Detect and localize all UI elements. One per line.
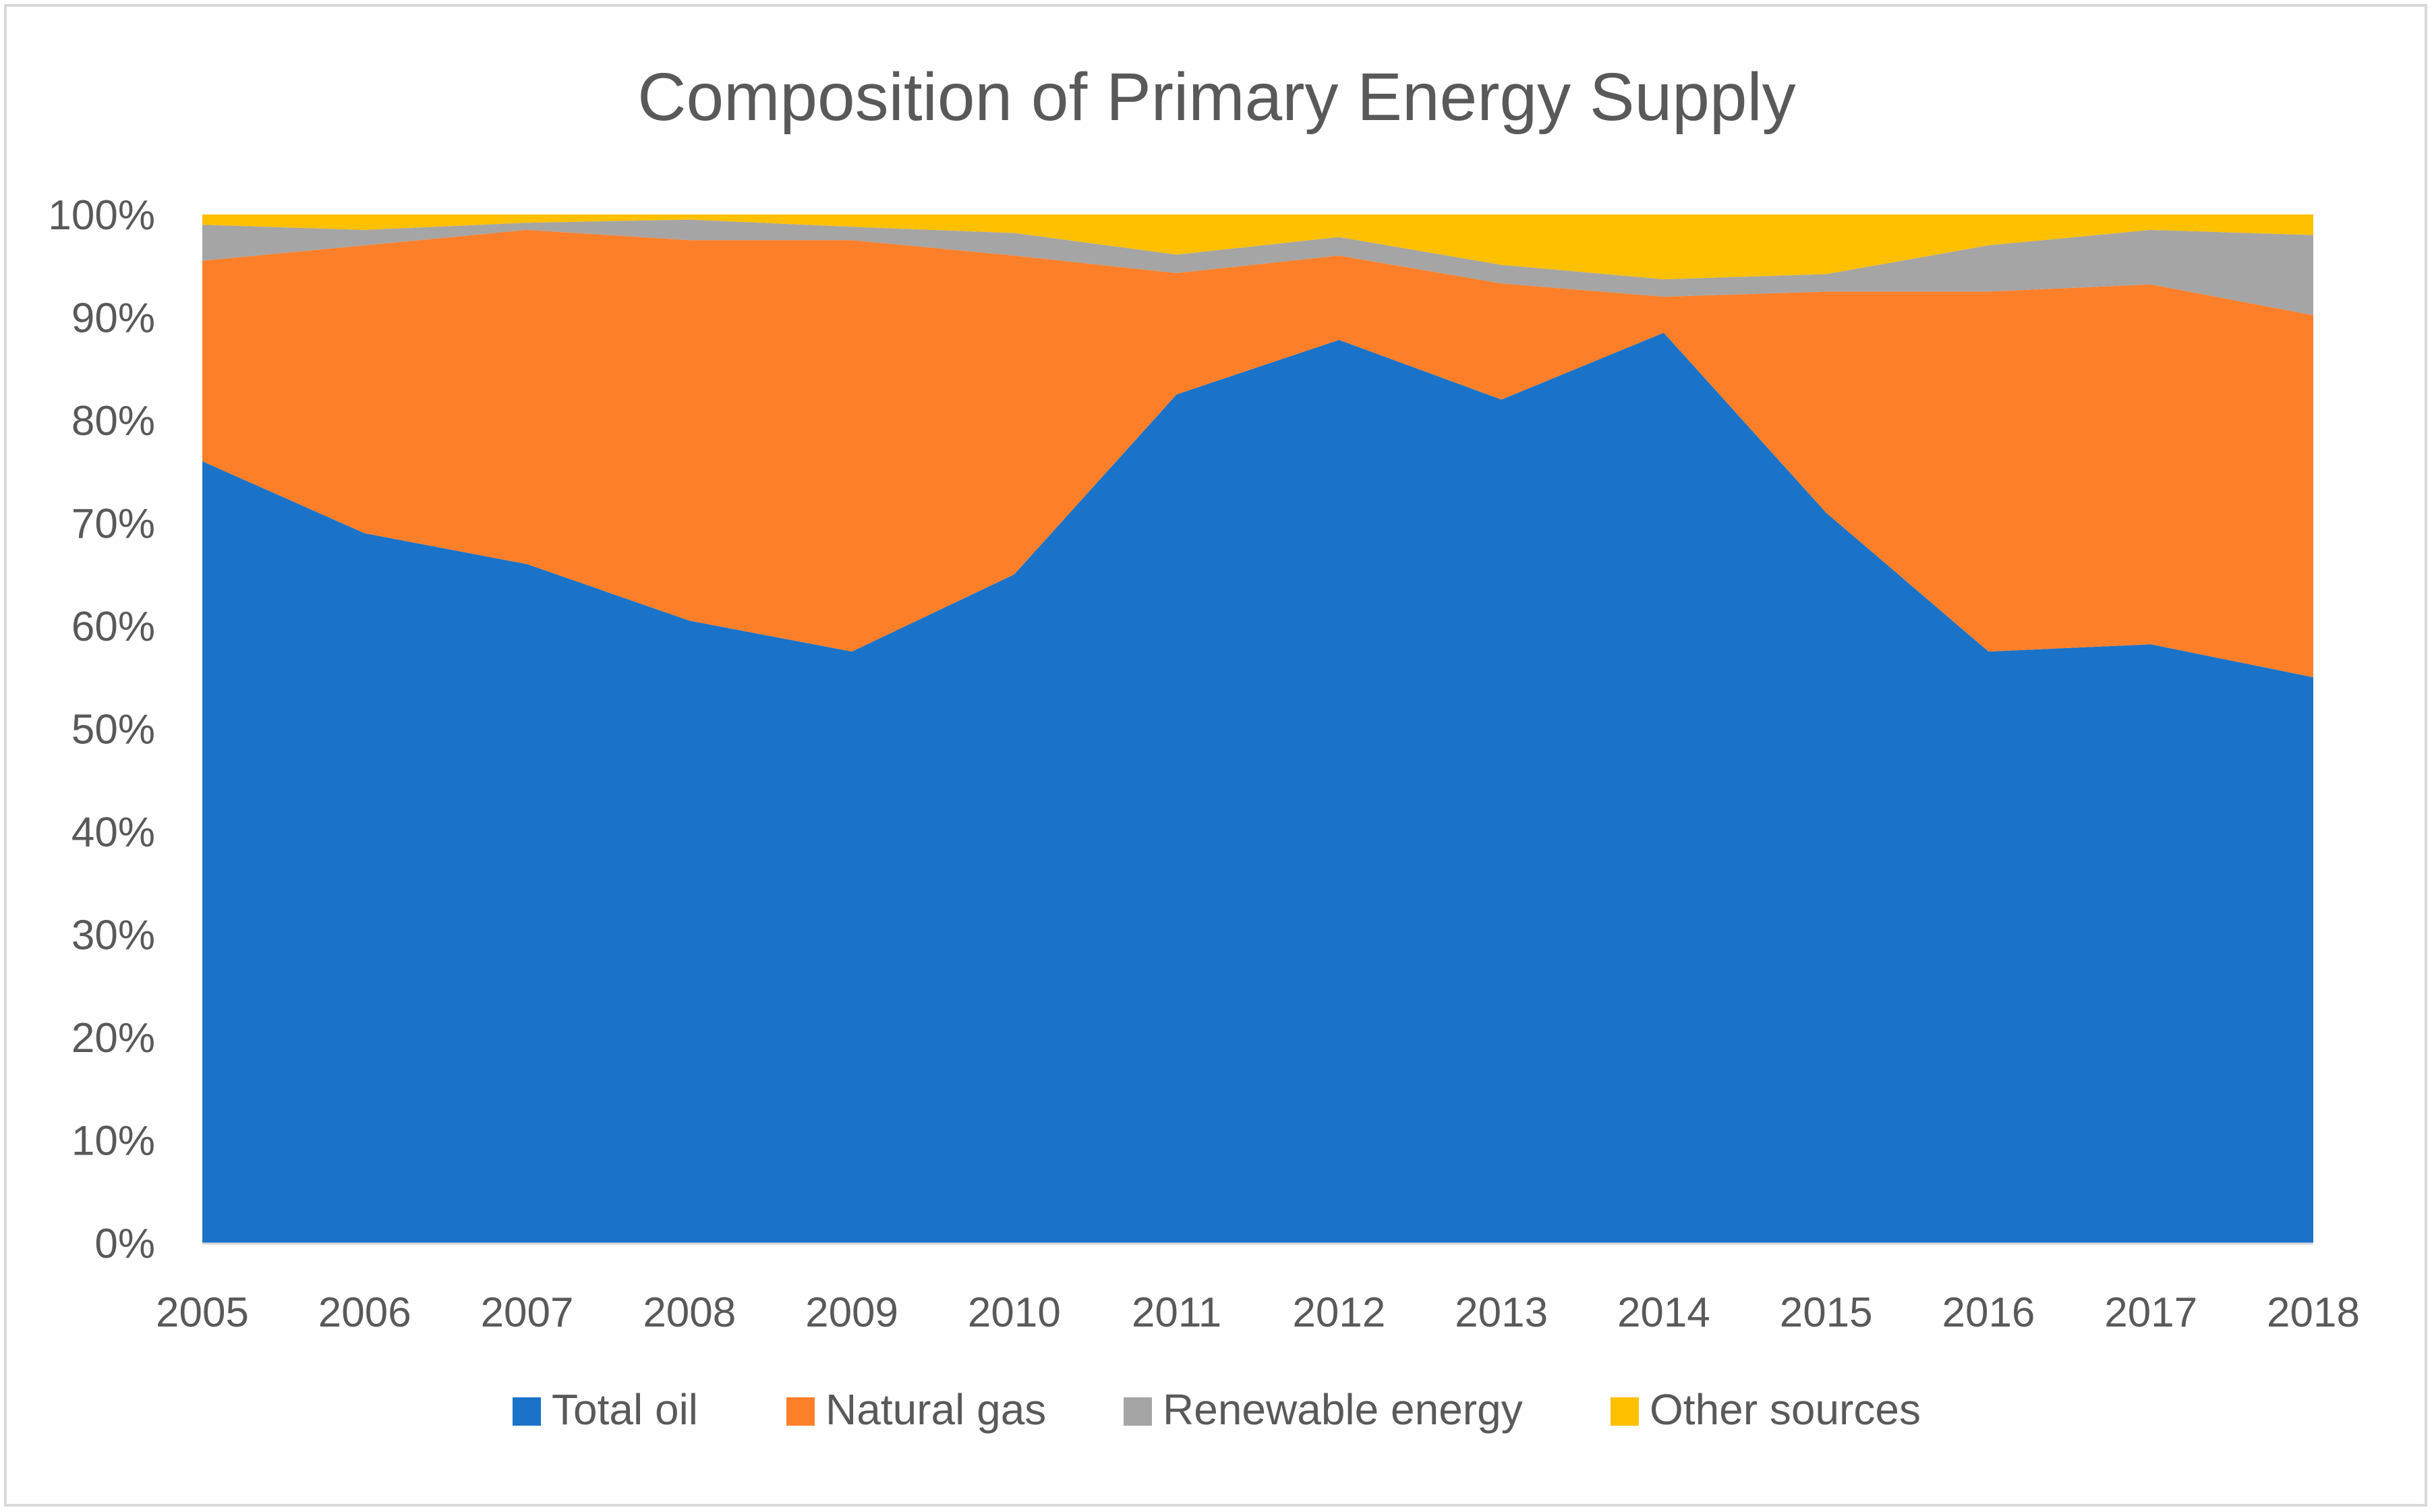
legend-label: Total oil	[552, 1385, 698, 1434]
y-axis-ticks: 0% 10% 20% 30% 40% 50% 60% 70% 80% 90% 100%	[48, 192, 155, 1267]
area-total-oil	[202, 332, 2313, 1243]
area-renewable-energy	[202, 219, 2313, 316]
y-tick-label: 100%	[48, 192, 155, 239]
y-tick-label: 20%	[71, 1015, 155, 1062]
legend-label: Other sources	[1650, 1385, 1921, 1434]
area-other-sources	[202, 214, 2313, 280]
y-tick-label: 10%	[71, 1118, 155, 1165]
x-tick-label: 2013	[1455, 1289, 1548, 1336]
area-natural-gas	[202, 229, 2313, 678]
y-tick-label: 80%	[71, 398, 155, 444]
legend-swatch	[786, 1397, 815, 1426]
legend: Total oil Natural gas Renewable energy Othe…	[513, 1385, 1921, 1434]
x-tick-label: 2016	[1942, 1289, 2035, 1336]
y-tick-label: 90%	[71, 295, 155, 342]
x-tick-label: 2009	[805, 1289, 898, 1336]
x-tick-label: 2011	[1132, 1289, 1221, 1336]
series-areas	[202, 214, 2313, 1243]
x-tick-label: 2008	[643, 1289, 736, 1336]
x-tick-label: 2018	[2267, 1289, 2360, 1336]
x-tick-label: 2005	[156, 1289, 249, 1336]
x-tick-label: 2010	[968, 1289, 1061, 1336]
legend-label: Natural gas	[825, 1385, 1046, 1434]
legend-swatch	[1611, 1397, 1639, 1426]
x-tick-label: 2015	[1780, 1289, 1873, 1336]
x-tick-label: 2007	[481, 1289, 574, 1336]
y-tick-label: 60%	[71, 604, 155, 650]
legend-swatch	[513, 1397, 541, 1426]
y-tick-label: 0%	[94, 1221, 155, 1267]
x-tick-label: 2012	[1292, 1289, 1385, 1336]
y-tick-label: 30%	[71, 912, 155, 959]
y-tick-label: 70%	[71, 501, 155, 548]
x-tick-label: 2006	[318, 1289, 411, 1336]
legend-swatch	[1124, 1397, 1152, 1426]
y-tick-label: 50%	[71, 707, 155, 753]
legend-label: Renewable energy	[1163, 1385, 1523, 1434]
chart-title: Composition of Primary Energy Supply	[637, 59, 1795, 135]
x-axis-ticks: 2005 2006 2007 2008 2009 2010 2011 2012 2013 2014…	[156, 1289, 2360, 1336]
y-tick-label: 40%	[71, 809, 155, 856]
x-tick-label: 2017	[2104, 1289, 2197, 1336]
x-tick-label: 2014	[1617, 1289, 1710, 1336]
